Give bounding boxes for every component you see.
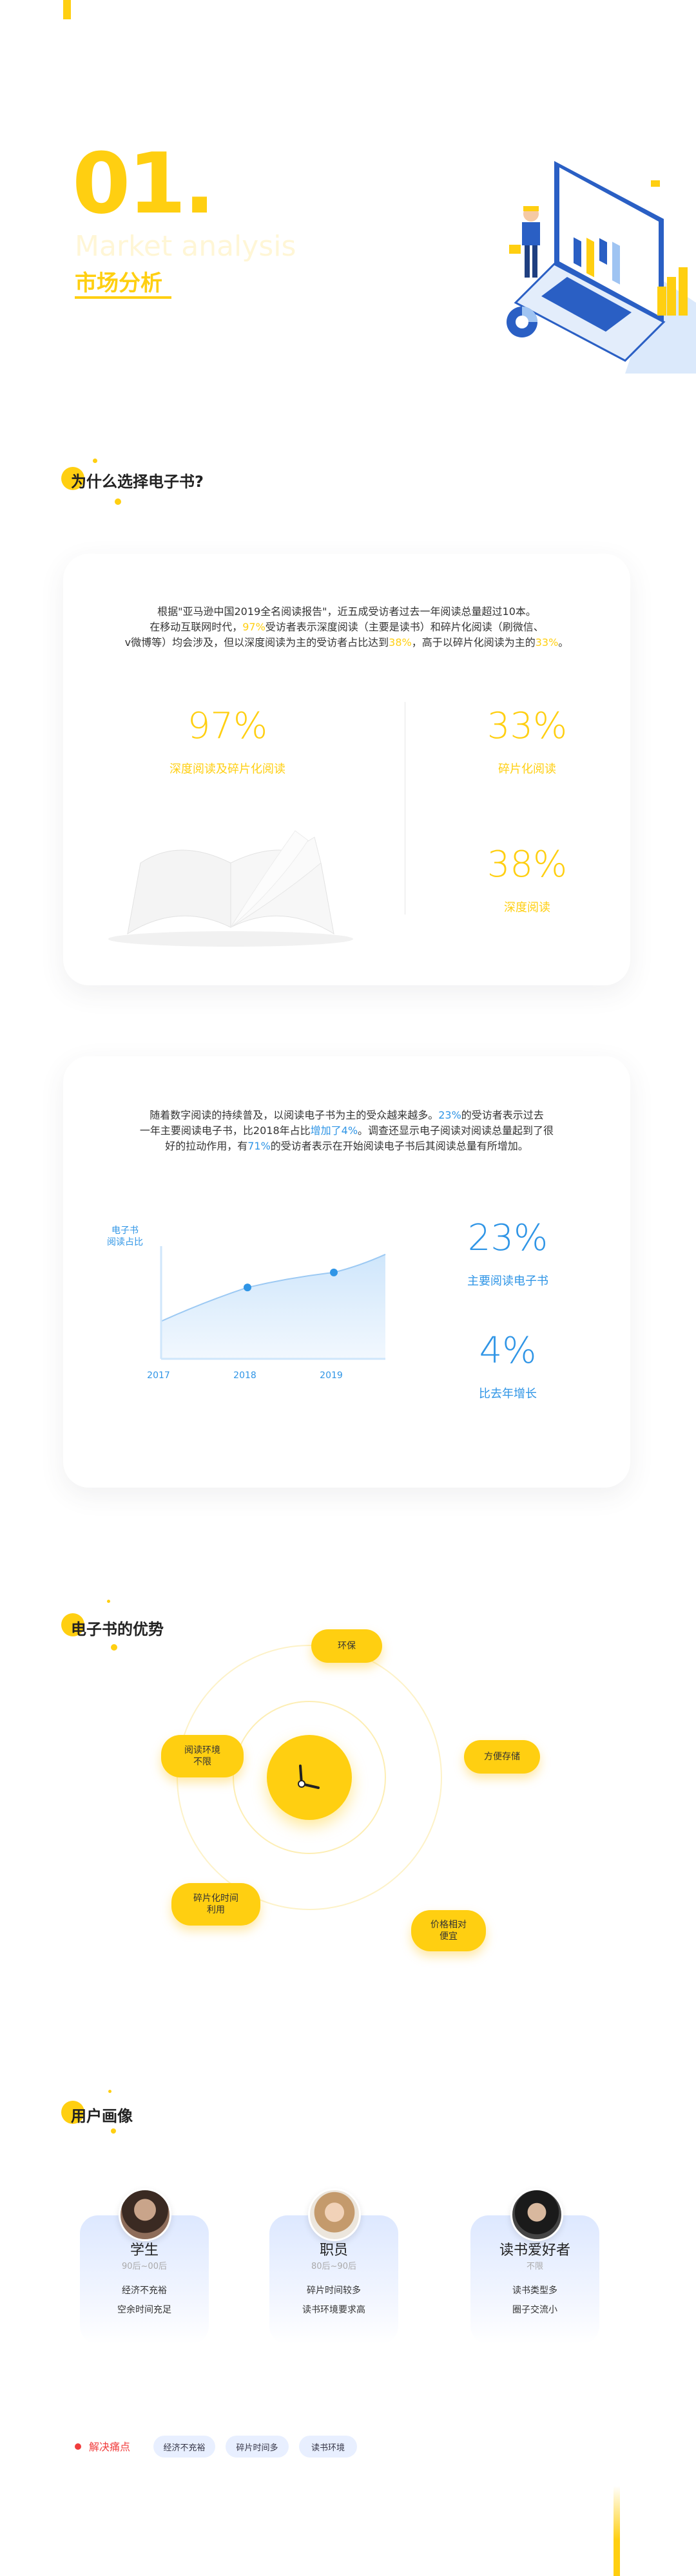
stat-label: 深度阅读 (504, 901, 550, 914)
section-heading: 为什么选择电子书? (71, 473, 204, 491)
persona-trait: 圈子交流小 (512, 2305, 557, 2315)
y-axis-label-line2: 阅读占比 (107, 1236, 143, 1247)
stat-value: 33% (487, 705, 568, 747)
persona-name: 学生 (130, 2242, 159, 2259)
stat-label: 比去年增长 (479, 1387, 537, 1401)
advantage-item: 价格相对 便宜 (411, 1910, 486, 1951)
section-heading: 电子书的优势 (71, 1620, 164, 1638)
data-point (244, 1283, 251, 1292)
intro-paragraph: 根据"亚马逊中国2019全名阅读报告"，近五成受访者过去一年阅读总量超过10本。… (124, 605, 569, 649)
deco-dot (115, 498, 121, 505)
top-accent-bar (63, 0, 71, 19)
bottom-accent-bar (614, 2486, 620, 2576)
persona-age: 不限 (526, 2262, 543, 2271)
persona-age: 90后~00后 (122, 2262, 167, 2271)
stat-label: 主要阅读电子书 (467, 1274, 548, 1288)
orbit-rings (177, 1645, 442, 1910)
stat-label: 碎片化阅读 (498, 762, 556, 776)
y-axis-label-line1: 电子书 (111, 1226, 139, 1236)
x-tick-label: 2018 (233, 1370, 256, 1381)
clock-icon (298, 1765, 320, 1789)
center-clock-badge (267, 1735, 352, 1820)
deco-dot (93, 459, 97, 463)
deco-dot (108, 2090, 111, 2093)
section-heading: 用户画像 (71, 2107, 133, 2125)
reading-stats-card: 根据"亚马逊中国2019全名阅读报告"，近五成受访者过去一年阅读总量超过10本。… (63, 554, 630, 985)
x-tick-label: 2019 (320, 1370, 343, 1381)
stat-value: 23% (467, 1217, 548, 1259)
avatar (308, 2188, 361, 2241)
advantage-item: 环保 (311, 1629, 382, 1663)
stat-value: 38% (487, 844, 568, 886)
persona-age: 80后~90后 (311, 2262, 356, 2271)
data-point (330, 1268, 338, 1276)
persona-trait: 空余时间充足 (117, 2305, 171, 2315)
pain-tag: 经济不充裕 (153, 2436, 215, 2458)
title-dot (61, 467, 84, 490)
ebook-trend-card: 随着数字阅读的持续普及，以阅读电子书为主的受众越来越多。23%的受访者表示过去 … (63, 1056, 630, 1488)
advantage-item: 方便存储 (464, 1740, 540, 1774)
ebook-share-chart: 电子书 阅读占比 2017 2018 2019 (107, 1226, 386, 1381)
stat-label: 深度阅读及碎片化阅读 (169, 762, 285, 776)
title-dot (61, 2101, 84, 2124)
pain-label: 解决痛点 (89, 2441, 131, 2453)
title-dot (61, 1613, 84, 1636)
pain-tag: 碎片时间多 (226, 2436, 289, 2458)
trend-paragraph: 随着数字阅读的持续普及，以阅读电子书为主的受众越来越多。23%的受访者表示过去 … (139, 1109, 554, 1152)
persona-trait: 碎片时间较多 (307, 2286, 361, 2296)
pain-tag: 读书环境 (299, 2436, 357, 2458)
avatar (510, 2188, 563, 2241)
title-underline (75, 296, 171, 299)
pain-dot (75, 2443, 81, 2450)
analytics-illustration (507, 161, 696, 374)
persona-trait: 经济不充裕 (122, 2286, 167, 2296)
stat-value: 4% (479, 1330, 537, 1372)
series-line (160, 1253, 386, 1322)
persona-trait: 读书类型多 (512, 2286, 557, 2296)
section-subtitle-en: Market analysis (75, 230, 296, 263)
deco-dot (111, 1644, 117, 1651)
persona-name: 读书爱好者 (499, 2242, 570, 2259)
avatar (119, 2188, 171, 2241)
deco-dot (111, 2128, 116, 2134)
persona-card: 职员 80后~90后 碎片时间较多 读书环境要求高 (269, 2215, 398, 2344)
open-book-icon (108, 830, 353, 947)
stat-value: 97% (187, 705, 268, 747)
persona-name: 职员 (319, 2242, 348, 2259)
section-number: 01. (72, 135, 215, 232)
x-tick-label: 2017 (147, 1370, 170, 1381)
deco-dot (107, 1600, 110, 1603)
persona-trait: 读书环境要求高 (302, 2305, 365, 2315)
advantage-item: 碎片化时间 利用 (171, 1883, 260, 1926)
section-title: 市场分析 (75, 270, 162, 296)
advantage-item: 阅读环境 不限 (161, 1735, 244, 1777)
series-area (161, 1254, 385, 1359)
